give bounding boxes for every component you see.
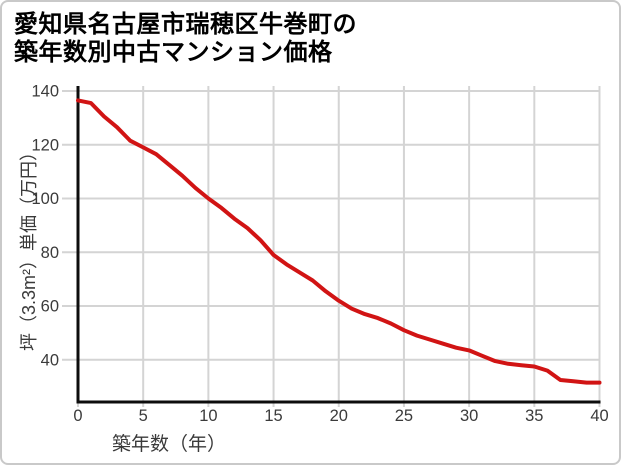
x-tick-label: 20 — [330, 407, 348, 425]
x-tick-label: 40 — [590, 407, 608, 425]
y-tick-label: 80 — [41, 244, 59, 262]
y-tick-label: 100 — [31, 190, 59, 208]
chart-title-line1: 愛知県名古屋市瑞穂区牛巻町の — [14, 11, 357, 38]
price-line — [76, 98, 602, 385]
y-axis-label: 坪（3.3m²）単価（万円） — [19, 142, 39, 352]
x-tick-label: 5 — [139, 407, 148, 425]
x-tick-label: 10 — [199, 407, 217, 425]
x-tick-label: 0 — [73, 407, 82, 425]
y-tick-label: 120 — [31, 136, 59, 154]
x-tick-label: 35 — [525, 407, 543, 425]
x-tick-label: 30 — [460, 407, 478, 425]
y-tick-label: 60 — [41, 298, 59, 316]
y-tick-label: 40 — [41, 351, 59, 369]
x-tick-label: 15 — [264, 407, 282, 425]
chart-title: 愛知県名古屋市瑞穂区牛巻町の 築年数別中古マンション価格 — [14, 11, 357, 67]
x-axis-label: 築年数（年） — [111, 434, 226, 455]
y-tick-label: 140 — [31, 83, 59, 101]
x-tick-label: 25 — [395, 407, 413, 425]
chart-title-line2: 築年数別中古マンション価格 — [14, 39, 333, 66]
